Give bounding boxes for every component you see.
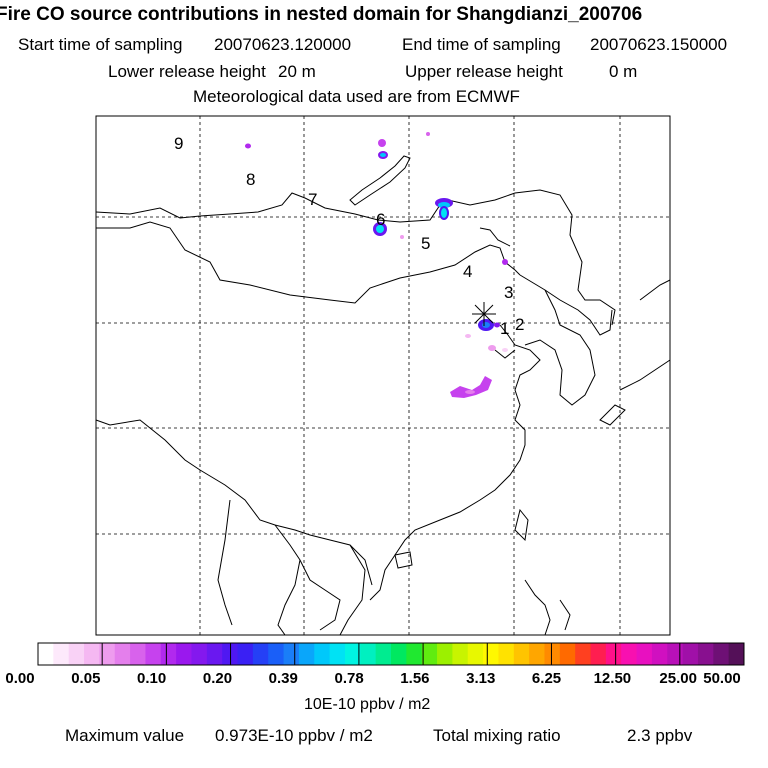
emission-patches [245,132,508,398]
color-scale-swatch [682,643,699,665]
color-scale-swatch [329,643,346,665]
color-scale-swatch [590,643,607,665]
color-scale-swatch [268,643,285,665]
color-scale-swatch [529,643,545,665]
color-scale-swatch [344,643,361,665]
color-scale-swatch [513,643,530,665]
color-scale-tick-label: 6.25 [531,670,562,687]
color-scale-swatch [636,643,653,665]
color-scale-swatch [621,643,638,665]
map-frame [95,115,671,636]
total-mixing-value: 2.3 ppbv [627,726,693,745]
point-label-8: 8 [246,170,255,189]
color-scale-swatch [421,643,438,665]
color-scale-swatch [406,643,423,665]
start-time-label: Start time of sampling [18,35,183,54]
color-scale-swatch [84,643,100,665]
point-label-5: 5 [421,234,430,253]
color-scale-swatch [114,643,131,665]
color-scale-swatch [68,643,85,665]
color-scale-swatch [360,643,377,665]
start-time-value: 20070623.120000 [214,35,352,54]
color-scale-tick-label: 0.39 [268,670,298,687]
color-scale-tick-label: 0.78 [334,670,364,687]
point-label-7: 7 [308,190,317,209]
color-scale-swatch [176,643,192,665]
color-scale-swatch [145,643,162,665]
color-scale-swatch [191,643,208,665]
color-scale-tick-label: 0.05 [71,670,101,687]
color-scale-swatch [206,643,223,665]
asterisk-icon [472,302,496,326]
color-scale-tick-label: 25.00 [659,670,697,687]
map-title: Fire CO source contributions in nested d… [0,4,643,25]
color-scale-tick-label: 0.00 [5,670,35,687]
color-scale-swatch [237,643,254,665]
point-label-1: 1 [500,319,509,338]
color-scale-tick-label: 0.10 [137,670,167,687]
color-scale-swatch [605,643,622,665]
point-label-4: 4 [463,262,472,281]
met-data-note: Meteorological data used are from ECMWF [193,87,520,106]
color-scale-swatch [99,643,116,665]
color-scale-swatch [38,643,54,665]
upper-release-value: 0 m [609,62,638,81]
color-scale-tick-label: 12.50 [593,670,632,687]
color-scale-swatch [483,643,499,665]
point-label-3: 3 [504,283,513,302]
total-mixing-label: Total mixing ratio [433,726,561,745]
color-scale-swatch [467,643,484,665]
point-label-6: 6 [376,210,385,229]
lat-lon-grid [96,116,670,635]
color-scale-swatch [53,643,70,665]
color-scale-unit: 10E-10 ppbv / m2 [304,696,431,713]
upper-release-label: Upper release height [405,62,563,81]
color-scale-swatch [314,643,331,665]
color-scale-tick-label: 0.20 [202,670,233,687]
lower-release-value: 20 m [278,62,316,81]
color-scale-swatch [130,643,146,665]
color-scale-swatch [728,643,745,665]
color-scale-swatch [651,643,668,665]
color-scale-swatch [697,643,714,665]
coastlines-borders [95,155,671,636]
color-scale-bar [37,642,745,666]
color-scale-swatch [375,643,392,665]
point-label-9: 9 [174,134,183,153]
color-scale-swatch [252,643,269,665]
color-scale-tick-label: 50.00 [703,670,741,687]
end-time-value: 20070623.150000 [590,35,728,54]
point-label-2: 2 [515,315,524,334]
color-scale-swatch [298,643,315,665]
lower-release-label: Lower release height [108,62,266,81]
color-scale-swatch [498,643,515,665]
color-scale-swatch [544,643,561,665]
color-scale-swatch [575,643,592,665]
color-scale-swatch [452,643,469,665]
end-time-label: End time of sampling [402,35,561,54]
color-scale-swatch [160,643,177,665]
color-scale-tick-label: 3.13 [466,670,496,687]
color-scale-swatch [437,643,453,665]
max-value: 0.973E-10 ppbv / m2 [215,726,373,745]
color-scale-swatch [391,643,407,665]
point-labels: 1 2 3 4 5 6 7 8 9 [174,134,524,338]
color-scale-swatch [283,643,300,665]
color-scale-swatch [713,643,730,665]
color-scale-swatch [559,643,576,665]
color-scale-border [37,642,745,666]
color-scale-swatch [667,643,684,665]
color-scale-tick-label: 1.56 [400,670,430,687]
max-value-label: Maximum value [65,726,185,745]
